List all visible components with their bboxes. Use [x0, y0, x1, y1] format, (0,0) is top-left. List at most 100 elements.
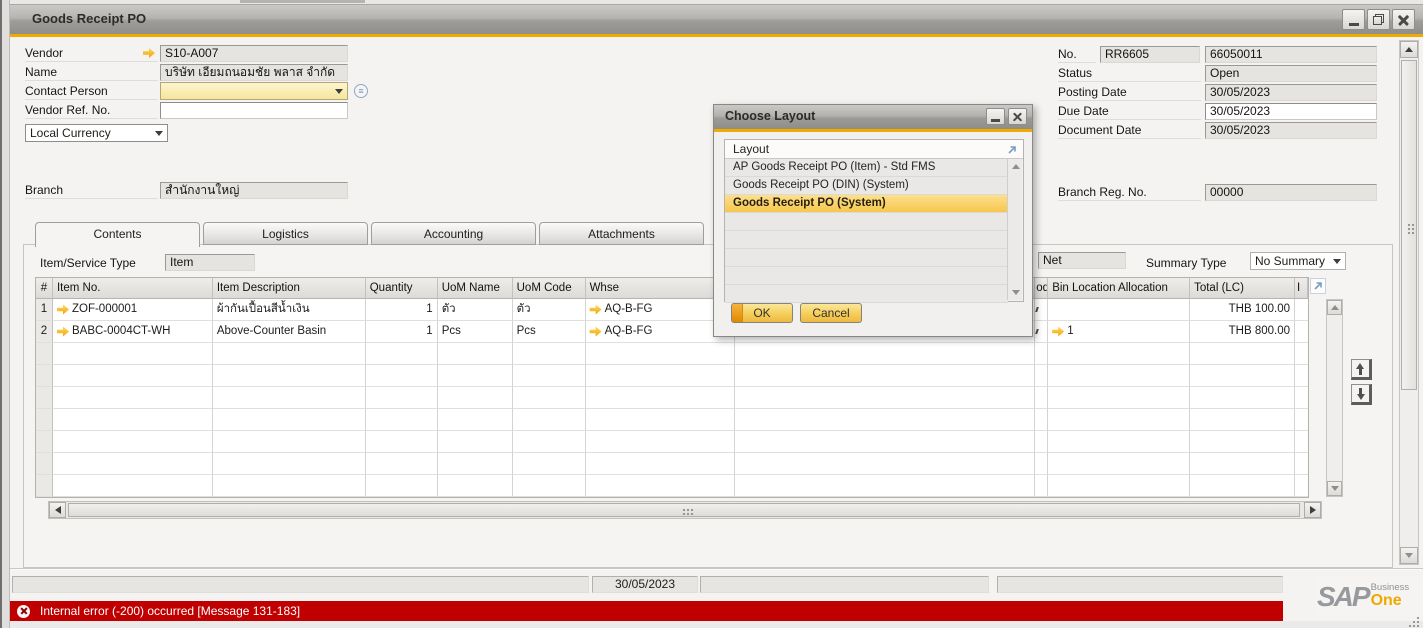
vendor-ref-input[interactable]: [160, 102, 348, 119]
arrow-left-icon: [54, 506, 61, 514]
table-row-empty[interactable]: [36, 431, 1308, 453]
table-row[interactable]: 1 ZOF-000001 ผ้ากันเปื้อนสีน้ำเงิน 1 ตัว…: [36, 299, 1308, 321]
doc-number-field: 66050011: [1205, 46, 1377, 63]
uom-name-cell[interactable]: Pcs: [437, 321, 513, 343]
tab-contents[interactable]: Contents: [35, 222, 200, 247]
dialog-accent-bar: [714, 129, 1032, 132]
total-lc-cell[interactable]: THB 800.00: [1190, 321, 1295, 343]
layout-list-scrollbar[interactable]: [1007, 159, 1022, 300]
uom-name-cell[interactable]: ตัว: [437, 299, 513, 321]
scroll-right-button[interactable]: [1304, 502, 1321, 518]
table-row-empty[interactable]: [36, 343, 1308, 365]
minimize-icon: [1348, 22, 1359, 26]
layout-list-item[interactable]: Goods Receipt PO (DIN) (System): [725, 177, 1008, 195]
scroll-up-button[interactable]: [1009, 160, 1022, 173]
grid-horizontal-scrollbar[interactable]: [48, 501, 1322, 519]
scroll-up-button[interactable]: [1400, 41, 1418, 58]
accent-bar: [10, 34, 1423, 37]
summary-type-combo[interactable]: No Summary: [1250, 252, 1346, 270]
layout-list: Layout AP Goods Receipt PO (Item) - Std …: [724, 139, 1024, 303]
grid-expand-icon[interactable]: [1310, 278, 1326, 294]
due-date-input[interactable]: 30/05/2023: [1205, 103, 1377, 120]
link-arrow-icon[interactable]: [56, 304, 69, 315]
row-move-down-button[interactable]: [1351, 384, 1372, 405]
window-vertical-scrollbar[interactable]: [1399, 40, 1419, 565]
scroll-left-button[interactable]: [49, 502, 66, 518]
dialog-minimize-button[interactable]: [986, 108, 1005, 125]
col-header-tax-code-partial: ode: [1035, 278, 1049, 299]
scroll-down-button[interactable]: [1400, 547, 1418, 564]
col-header-whse: Whse: [585, 278, 736, 299]
error-icon: [17, 604, 30, 618]
cancel-button[interactable]: Cancel: [800, 303, 862, 323]
grip-dots-icon: [1408, 224, 1410, 226]
clipped-dropdown-mark: [1035, 307, 1040, 312]
uom-code-cell[interactable]: Pcs: [512, 321, 586, 343]
close-icon: [1013, 112, 1022, 121]
tab-attachments[interactable]: Attachments: [539, 222, 704, 245]
status-field: Open: [1205, 65, 1377, 82]
whse-cell[interactable]: AQ-B-FG: [585, 299, 736, 321]
link-arrow-icon[interactable]: [589, 326, 602, 337]
grid-vertical-scrollbar[interactable]: [1326, 299, 1343, 497]
scroll-up-button[interactable]: [1327, 300, 1342, 315]
layout-list-item-empty[interactable]: [725, 249, 1008, 267]
branch-reg-label: Branch Reg. No.: [1058, 184, 1201, 201]
grip-dots-icon: [683, 509, 685, 511]
uom-code-cell[interactable]: ตัว: [512, 299, 586, 321]
layout-list-item-empty[interactable]: [725, 285, 1008, 303]
description-cell[interactable]: Above-Counter Basin: [212, 321, 366, 343]
quantity-cell[interactable]: 1: [365, 321, 438, 343]
col-header-description: Item Description: [212, 278, 366, 299]
layout-list-item-empty[interactable]: [725, 267, 1008, 285]
tab-accounting[interactable]: Accounting: [371, 222, 536, 245]
total-lc-cell[interactable]: THB 100.00: [1190, 299, 1295, 321]
quantity-cell[interactable]: 1: [365, 299, 438, 321]
i-partial-cell: [1295, 321, 1308, 343]
app-edge-chrome: [0, 0, 10, 628]
table-row-empty[interactable]: [36, 365, 1308, 387]
table-row-empty[interactable]: [36, 475, 1308, 497]
link-arrow-icon[interactable]: [56, 326, 69, 337]
chevron-down-icon: [1333, 259, 1341, 264]
minimize-button[interactable]: [1342, 9, 1365, 30]
layout-list-item-empty[interactable]: [725, 231, 1008, 249]
document-date-field: 30/05/2023: [1205, 122, 1377, 139]
currency-combo[interactable]: Local Currency: [25, 124, 168, 142]
bottom-strip: [10, 617, 1423, 628]
close-button[interactable]: [1392, 9, 1415, 30]
doc-series-field: RR6605: [1100, 46, 1200, 63]
status-label: Status: [1058, 65, 1201, 82]
restore-button[interactable]: [1367, 9, 1390, 30]
table-row[interactable]: 2 BABC-0004CT-WH Above-Counter Basin 1 P…: [36, 321, 1308, 343]
contact-person-combo[interactable]: [160, 82, 348, 100]
table-row-empty[interactable]: [36, 387, 1308, 409]
vendor-link-arrow-icon[interactable]: [143, 48, 155, 58]
table-row-empty[interactable]: [36, 409, 1308, 431]
layout-list-item-empty[interactable]: [725, 213, 1008, 231]
item-no-cell[interactable]: BABC-0004CT-WH: [52, 321, 213, 343]
table-row-empty[interactable]: [36, 453, 1308, 475]
list-expand-icon[interactable]: [1004, 142, 1020, 158]
statusbar-date-field: 30/05/2023: [592, 576, 698, 593]
vertical-scroll-thumb[interactable]: [1401, 60, 1417, 390]
horizontal-scroll-thumb[interactable]: [68, 503, 1300, 517]
bin-location-cell[interactable]: 1: [1048, 321, 1191, 343]
bin-location-cell[interactable]: [1048, 299, 1191, 321]
row-move-up-button[interactable]: [1351, 359, 1372, 380]
item-no-cell[interactable]: ZOF-000001: [52, 299, 213, 321]
link-arrow-icon[interactable]: [1052, 326, 1065, 337]
layout-list-item-selected[interactable]: Goods Receipt PO (System): [725, 195, 1008, 213]
ok-button[interactable]: OK: [731, 303, 793, 323]
layout-list-item[interactable]: AP Goods Receipt PO (Item) - Std FMS: [725, 159, 1008, 177]
scroll-down-button[interactable]: [1009, 286, 1022, 299]
resize-grip-icon[interactable]: [1407, 615, 1419, 627]
link-arrow-icon[interactable]: [589, 304, 602, 315]
tab-logistics[interactable]: Logistics: [203, 222, 368, 245]
contact-list-icon[interactable]: ≡: [354, 84, 368, 98]
description-cell[interactable]: ผ้ากันเปื้อนสีน้ำเงิน: [212, 299, 366, 321]
scroll-down-button[interactable]: [1327, 481, 1342, 496]
dialog-close-button[interactable]: [1008, 108, 1027, 125]
whse-cell[interactable]: AQ-B-FG: [585, 321, 736, 343]
